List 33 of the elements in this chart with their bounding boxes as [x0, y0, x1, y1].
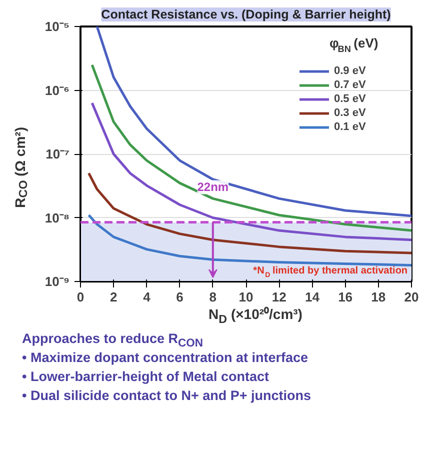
legend-label: 0.1 eV: [334, 120, 366, 134]
x-tick-label: 18: [371, 290, 386, 304]
x-tick-label: 12: [272, 290, 286, 304]
line-series: [90, 64, 412, 232]
legend-label: 0.5 eV: [334, 92, 366, 106]
x-tick-label: 0: [76, 290, 84, 304]
y-tick-label: 10⁻⁶: [45, 82, 70, 98]
text: • Maximize dopant concentration at interface: [22, 349, 308, 367]
x-tick-label: 14: [304, 290, 320, 304]
y-tick-label: 10⁻⁸: [44, 210, 70, 226]
line-series: [90, 102, 412, 242]
x-tick-label: 20: [404, 290, 419, 304]
annotation: 22nm: [197, 180, 229, 194]
text: • Dual silicide contact to N+ and P+ junctions: [22, 387, 312, 405]
x-tick-label: 10: [238, 290, 254, 304]
chart-title: Contact Resistance vs. (Doping & Barrier height): [101, 8, 391, 22]
legend-label: 0.9 eV: [334, 64, 366, 78]
text: • Lower-barrier-height of Metal contact: [22, 368, 270, 386]
x-tick-label: 8: [209, 290, 217, 304]
line-series: [88, 172, 412, 254]
legend-label: 0.3 eV: [334, 106, 366, 120]
x-tick-label: 4: [143, 290, 152, 304]
y-tick-label: 10⁻⁹: [44, 274, 70, 289]
y-tick-label: 10⁻⁵: [44, 19, 70, 34]
text: Approaches to reduce R$_{CON}$: [22, 330, 204, 352]
y-tick-label: 10⁻⁷: [46, 146, 70, 162]
x-tick-label: 16: [338, 290, 353, 304]
legend-label: 0.7 eV: [334, 78, 366, 92]
x-tick-label: 6: [176, 290, 184, 304]
x-tick-label: 2: [110, 290, 118, 304]
line-series: [88, 214, 412, 266]
x-axis-title: N$_{D}$ (×10²⁰/cm³): [208, 305, 302, 328]
line-series: [96, 26, 412, 218]
